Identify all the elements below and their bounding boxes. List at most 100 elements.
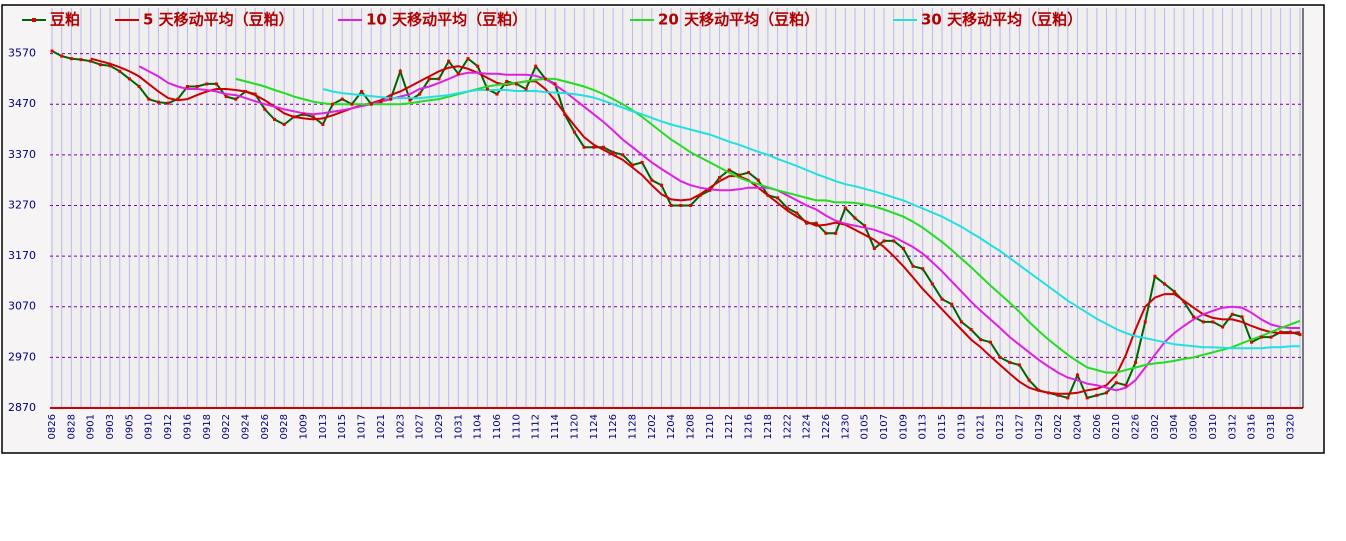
point-marker: [988, 340, 992, 344]
x-tick-label: 1112: [531, 414, 542, 439]
x-tick-label: 1029: [434, 414, 445, 439]
x-tick-label: 1126: [608, 414, 619, 439]
point-marker: [727, 168, 731, 172]
point-marker: [795, 211, 799, 215]
x-tick-label: 0206: [1092, 414, 1103, 439]
x-tick-label: 1212: [724, 414, 735, 439]
x-tick-label: 1027: [415, 414, 426, 439]
point-marker: [369, 102, 373, 106]
x-tick-label: 0306: [1189, 414, 1200, 439]
point-marker: [630, 163, 634, 167]
legend-marker: [32, 18, 36, 22]
x-tick-label: 0318: [1266, 414, 1277, 439]
point-marker: [834, 231, 838, 235]
point-marker: [495, 92, 499, 96]
series-line: [235, 77, 1301, 374]
point-marker: [234, 97, 238, 101]
point-marker: [543, 77, 547, 81]
point-marker: [863, 224, 867, 228]
point-marker: [1288, 330, 1292, 334]
point-marker: [1075, 373, 1079, 377]
x-tick-label: 0905: [124, 414, 135, 439]
x-tick-label: 1124: [589, 414, 600, 439]
point-marker: [708, 188, 712, 192]
point-marker: [1250, 340, 1254, 344]
point-marker: [679, 203, 683, 207]
point-marker: [398, 69, 402, 73]
x-tick-label: 1017: [357, 414, 368, 439]
x-tick-label: 0204: [1072, 414, 1083, 439]
y-tick-label: 2870: [8, 401, 36, 414]
point-marker: [108, 64, 112, 68]
point-marker: [1105, 391, 1109, 395]
point-marker: [263, 107, 267, 111]
point-marker: [408, 98, 412, 102]
x-tick-label: 0210: [1111, 414, 1122, 439]
plot-area: [50, 8, 1303, 408]
x-tick-label: 1021: [376, 414, 387, 439]
x-tick-label: 0312: [1227, 414, 1238, 439]
x-tick-label: 1208: [686, 414, 697, 439]
point-marker: [1095, 393, 1099, 397]
point-marker: [998, 355, 1002, 359]
x-tick-label: 0107: [879, 414, 890, 439]
point-marker: [302, 112, 306, 116]
point-marker: [1134, 360, 1138, 364]
point-marker: [843, 206, 847, 210]
y-tick-label: 3270: [8, 198, 36, 211]
x-tick-label: 0924: [240, 414, 251, 439]
x-tick-label: 0121: [976, 414, 987, 439]
x-tick-label: 0928: [279, 414, 290, 439]
point-marker: [1163, 282, 1167, 286]
point-marker: [321, 122, 325, 126]
point-marker: [669, 203, 673, 207]
x-tick-label: 0109: [898, 414, 909, 439]
x-tick-label: 0304: [1169, 414, 1180, 439]
point-marker: [282, 122, 286, 126]
point-marker: [921, 267, 925, 271]
point-marker: [756, 178, 760, 182]
point-marker: [311, 115, 315, 119]
point-marker: [1221, 325, 1225, 329]
x-tick-label: 1015: [337, 414, 348, 439]
x-tick-label: 0320: [1285, 414, 1296, 439]
x-tick-label: 1031: [453, 414, 464, 439]
point-marker: [476, 64, 480, 68]
point-marker: [292, 115, 296, 119]
y-tick-label: 3070: [8, 300, 36, 313]
point-marker: [243, 90, 247, 94]
series-line: [90, 57, 1301, 395]
point-marker: [1240, 315, 1244, 319]
point-marker: [1066, 396, 1070, 400]
point-marker: [389, 97, 393, 101]
point-marker: [1017, 363, 1021, 367]
point-marker: [360, 90, 364, 94]
x-tick-label: 0202: [1053, 414, 1064, 439]
x-tick-label: 1230: [840, 414, 851, 439]
point-marker: [79, 58, 83, 62]
x-tick-label: 0105: [860, 414, 871, 439]
point-marker: [592, 145, 596, 149]
point-marker: [882, 239, 886, 243]
x-tick-label: 1104: [473, 414, 484, 439]
point-marker: [1037, 388, 1041, 392]
point-marker: [1027, 378, 1031, 382]
point-marker: [1056, 393, 1060, 397]
point-marker: [959, 320, 963, 324]
point-marker: [1269, 335, 1273, 339]
point-marker: [456, 72, 460, 76]
point-marker: [98, 63, 102, 67]
point-marker: [166, 101, 170, 105]
point-marker: [621, 153, 625, 157]
x-tick-label: 0828: [66, 414, 77, 439]
point-marker: [1124, 383, 1128, 387]
x-tick-label: 0113: [918, 414, 929, 439]
point-marker: [69, 57, 73, 61]
point-marker: [718, 176, 722, 180]
x-tick-label: 0912: [163, 414, 174, 439]
point-marker: [766, 193, 770, 197]
point-marker: [747, 171, 751, 175]
x-tick-label: 1110: [511, 414, 522, 439]
point-marker: [1192, 315, 1196, 319]
point-marker: [805, 221, 809, 225]
